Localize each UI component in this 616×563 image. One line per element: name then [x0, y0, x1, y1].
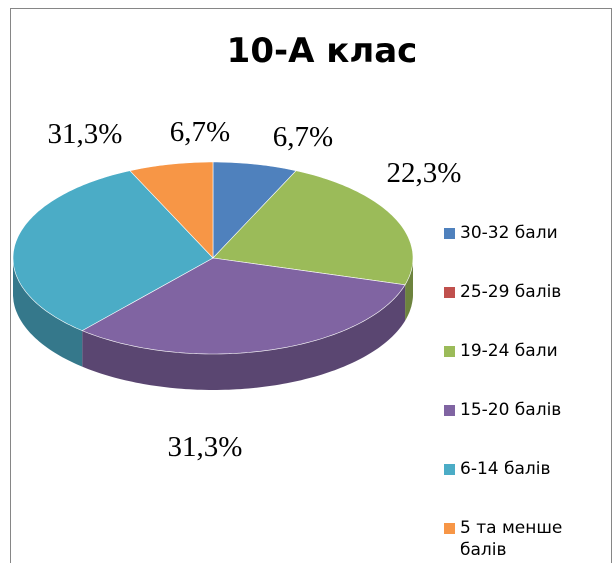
- slice-side: [82, 284, 406, 390]
- slice: [212, 170, 414, 286]
- slice: [212, 161, 297, 259]
- legend-item: 5 та менше балів: [444, 517, 594, 563]
- data-label: 6,7%: [273, 121, 333, 153]
- legend-swatch: [444, 287, 455, 298]
- slice: [81, 257, 406, 355]
- data-label: 31,3%: [168, 431, 243, 463]
- legend-swatch: [444, 405, 455, 416]
- data-label: 6,7%: [170, 116, 230, 148]
- legend-item: 6-14 балів: [444, 458, 594, 517]
- legend-label: 19-24 бали: [460, 341, 558, 361]
- legend-item: 19-24 бали: [444, 340, 594, 399]
- legend-label: 5 та менше балів: [460, 518, 563, 560]
- legend-label: 6-14 балів: [460, 459, 551, 479]
- legend-item: 25-29 балів: [444, 281, 594, 340]
- chart-frame: [10, 8, 612, 563]
- chart-title: 10-А клас: [227, 31, 418, 71]
- data-label: 22,3%: [387, 157, 462, 189]
- slice: [129, 161, 214, 259]
- legend-label: 15-20 балів: [460, 400, 562, 420]
- slice: [12, 170, 214, 331]
- slice-side: [405, 258, 413, 321]
- legend-item: 15-20 балів: [444, 399, 594, 458]
- legend-swatch: [444, 228, 455, 239]
- legend: 30-32 бали 25-29 балів 19-24 бали 15-20 бал…: [444, 222, 594, 563]
- legend-label: 25-29 балів: [460, 282, 562, 302]
- legend-swatch: [444, 523, 455, 534]
- data-label: 31,3%: [48, 118, 123, 150]
- legend-swatch: [444, 464, 455, 475]
- legend-item: 30-32 бали: [444, 222, 594, 281]
- legend-swatch: [444, 346, 455, 357]
- legend-label: 30-32 бали: [460, 223, 558, 243]
